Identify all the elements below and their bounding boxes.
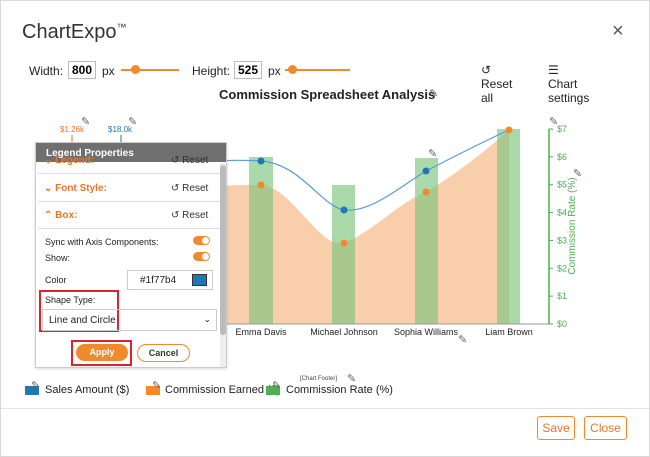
chart-settings-button[interactable]: ☰ Chart settings [548,63,590,105]
y2-ticks: $0 $1 $2 $3 $4 $5 $6 $7 [549,124,567,329]
commission-point-sophia [422,188,430,196]
app-title: ChartExpo™ [22,21,127,43]
section-divider [38,173,220,174]
edit-y2-label-pencil-icon[interactable]: ✎ [573,168,583,180]
reset-all-button[interactable]: ↺ Reset all [481,63,513,105]
highlight-shape-type [39,290,119,332]
edit-commission-pencil-icon[interactable]: ✎ [81,116,91,128]
commission-point-michael [340,239,348,247]
y2-tick-label: $7 [557,124,567,134]
y2-tick-label: $1 [557,291,567,301]
chevron-down-icon: ⌄ [203,314,211,324]
height-input[interactable] [234,61,262,79]
commission-top-label: $1.26k [60,125,85,134]
edit-y2-pencil-icon[interactable]: ✎ [549,116,559,128]
chevron-up-icon: ⌃ [44,210,56,221]
panel-title: Legend Properties [36,143,226,162]
highlight-apply [71,340,132,366]
edit-legend-commission-pencil-icon[interactable]: ✎ [152,380,162,392]
close-button[interactable]: Close [584,416,627,440]
show-toggle[interactable] [193,252,210,261]
show-label: Show: [45,253,71,263]
height-label: Height: [192,64,231,78]
y2-tick-label: $4 [557,208,567,218]
edit-sales-pencil-icon[interactable]: ✎ [128,116,138,128]
rate-bar-liam [497,129,520,324]
edit-xaxis-pencil-icon[interactable]: ✎ [458,334,468,346]
font-style-section-toggle[interactable]: ⌄ Font Style: [44,183,107,194]
sales-point-sophia [422,167,430,175]
font-style-reset-button[interactable]: ↺ Reset [171,183,209,194]
x-tick-label: Michael Johnson [310,327,378,337]
width-unit: px [102,64,115,78]
color-input[interactable]: #1f77b4 [127,270,213,290]
shape-type-select[interactable]: Line and Circle ⌄ [42,309,217,331]
commission-point-liam [505,126,513,134]
height-slider[interactable] [285,65,350,74]
cancel-button[interactable]: Cancel [137,344,190,362]
edit-legend-rate-pencil-icon[interactable]: ✎ [272,380,282,392]
legend-swatch-commission [146,386,160,395]
legend-rate-label: Commission Rate (%) [286,384,393,396]
width-input[interactable] [68,61,96,79]
sales-top-label: $18.0k [108,125,133,134]
y2-tick-label: $0 [557,319,567,329]
sales-point-emma [257,157,265,165]
width-label: Width: [29,64,64,78]
section-divider [38,201,220,202]
box-section-toggle[interactable]: ⌃ Box: [44,210,78,221]
legend-sales-label: Sales Amount ($) [45,384,130,396]
x-tick-label: Liam Brown [485,327,533,337]
sync-axis-toggle[interactable] [193,236,210,245]
chart-title: Commission Spreadsheet Analysis [219,87,436,102]
panel-scrollbar[interactable] [220,163,226,367]
edit-title-pencil-icon[interactable]: ✎ [429,88,439,100]
reset-icon: ↺ [481,63,492,77]
edit-bar-pencil-icon[interactable]: ✎ [428,148,438,160]
rate-bar-michael [332,185,355,324]
legend-section-toggle[interactable]: ⌄ Legend: [44,155,95,166]
height-unit: px [268,64,281,78]
box-reset-button[interactable]: ↺ Reset [171,210,209,221]
width-slider-knob[interactable] [131,65,140,74]
x-labels: Emma Davis Michael Johnson Sophia Williams… [235,327,532,337]
height-slider-knob[interactable] [288,65,297,74]
legend-properties-panel: Legend Properties ⌄ Legend: ↺ Reset ⌄ Fo… [35,142,227,368]
apply-button[interactable]: Apply [76,344,128,361]
legend-swatch-rate [266,386,280,395]
chevron-down-icon: ⌄ [44,155,56,166]
legend-swatch-sales [25,386,39,395]
y2-tick-label: $2 [557,263,567,273]
edit-footer-pencil-icon[interactable]: ✎ [347,373,357,385]
x-tick-label: Emma Davis [235,327,287,337]
sliders-icon: ☰ [548,63,559,77]
x-tick-label: Sophia Williams [394,327,459,337]
y2-tick-label: $5 [557,180,567,190]
y2-tick-label: $3 [557,235,567,245]
section-divider [38,228,220,229]
y2-axis-label: Commission Rate (%) [567,177,578,274]
chevron-down-icon: ⌄ [44,183,56,194]
rate-bar-sophia [415,158,438,324]
y2-tick-label: $6 [557,152,567,162]
width-slider[interactable] [121,65,179,74]
save-button[interactable]: Save [537,416,575,440]
legend-commission-label: Commission Earned ($) [165,384,281,396]
sync-axis-label: Sync with Axis Components: [45,237,159,247]
commission-point-emma [257,181,265,189]
legend-reset-button[interactable]: ↺ Reset [171,155,209,166]
chart-footer[interactable]: [Chart Footer] [300,376,338,382]
color-label: Color [45,275,67,285]
edit-legend-sales-pencil-icon[interactable]: ✎ [31,380,41,392]
color-swatch[interactable] [192,274,207,286]
shape-type-label: Shape Type: [45,295,96,305]
panel-scrollbar-thumb[interactable] [220,165,226,335]
close-icon[interactable]: × [612,20,624,42]
divider [1,408,649,409]
sales-point-michael [340,206,348,214]
